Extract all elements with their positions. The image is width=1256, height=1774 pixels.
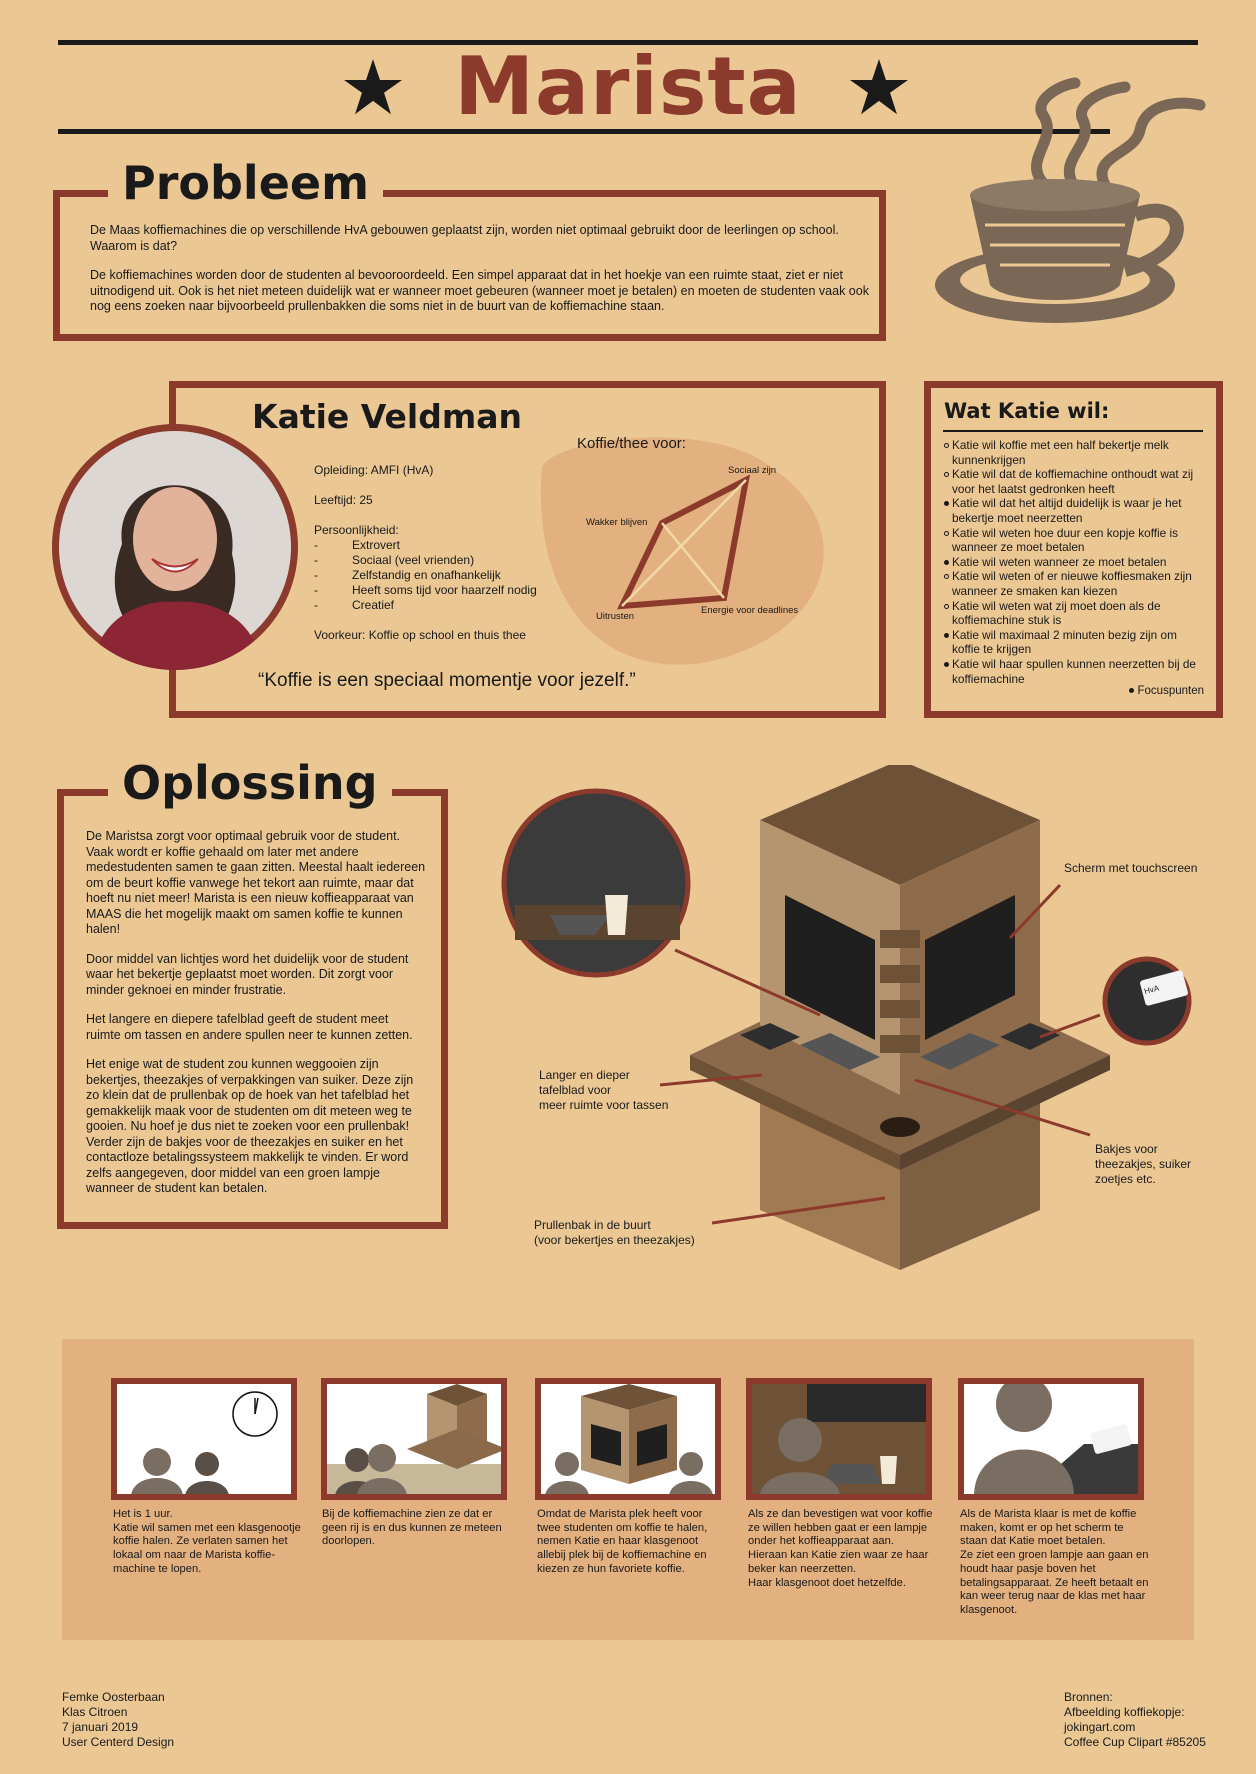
persona-trait: - Zelfstandig en onafhankelijk [314, 568, 501, 582]
chart-title: Koffie/thee voor: [577, 435, 686, 452]
probleem-paragraph-2: De koffiemachines worden door de student… [90, 268, 869, 313]
probleem-heading: Probleem [108, 160, 384, 206]
wants-rule [943, 430, 1203, 432]
focus-bullet-icon [1128, 688, 1134, 694]
avatar [52, 424, 298, 670]
persona-leeftijd: Leeftijd: 25 [314, 493, 373, 507]
focus-bullet-icon [944, 559, 949, 565]
coffee-purpose-diagram [540, 437, 824, 665]
coffee-cup-illustration [935, 77, 1206, 323]
probleem-text: De Maas koffiemachines die op verschille… [90, 223, 870, 329]
wants-box [924, 381, 1223, 718]
wants-item: Katie wil weten wat zij moet doen als de… [944, 599, 1206, 628]
focus-bullet-icon [944, 661, 949, 667]
callout-prullenbak: Prullenbak in de buurt (voor bekertjes en… [534, 1218, 695, 1247]
chart-label-energie: Energie voor deadlines [701, 605, 799, 616]
wants-item: Katie wil koffie met een half bekertje m… [944, 438, 1206, 467]
persona-opleiding: Opleiding: AMFI (HvA) [314, 463, 434, 477]
bullet-icon [944, 574, 949, 580]
chart-label-sociaal: Sociaal zijn [728, 465, 777, 476]
persona-voorkeur: Voorkeur: Koffie op school en thuis thee [314, 628, 526, 642]
wants-item: Katie wil weten wanneer ze moet betalen [944, 555, 1206, 570]
oplossing-heading: Oplossing [108, 760, 392, 806]
oplossing-paragraph: Het enige wat de student zou kunnen wegg… [86, 1057, 414, 1195]
card-label: HvA [1143, 983, 1161, 996]
wants-list: Katie wil koffie met een half bekertje m… [944, 438, 1206, 686]
oplossing-text: De Maristsa zorgt voor optimaal gebruik … [86, 829, 426, 1211]
footer-sources: Bronnen: Afbeelding koffiekopje: jokingar… [1064, 1690, 1206, 1749]
wants-item: Katie wil weten of er nieuwe koffiesmake… [944, 569, 1206, 598]
wants-item: Katie wil haar spullen kunnen neerzetten… [944, 657, 1206, 686]
callout-bakjes: Bakjes voor theezakjes, suiker zoetjes etc… [1095, 1142, 1192, 1186]
storyboard-frame-3 [535, 1378, 721, 1500]
oplossing-paragraph: Door middel van lichtjes word het duidel… [86, 951, 409, 997]
marista-machine-illustration: HvA [501, 765, 1192, 1270]
storyboard-caption-1: Het is 1 uur. Katie wil samen met een kla… [113, 1508, 301, 1575]
persona-trait: - Creatief [314, 598, 395, 612]
focus-bullet-icon [944, 501, 949, 507]
probleem-box [53, 190, 886, 341]
bullet-icon [944, 530, 949, 536]
storyboard-caption-4: Als ze dan bevestigen wat voor koffie ze… [748, 1508, 933, 1589]
oplossing-paragraph: De Maristsa zorgt voor optimaal gebruik … [86, 829, 426, 936]
persona-trait: - Sociaal (veel vrienden) [314, 553, 475, 567]
wants-item: Katie wil maximaal 2 minuten bezig zijn … [944, 628, 1206, 657]
wants-heading: Wat Katie wil: [944, 399, 1110, 423]
persona-details: Opleiding: AMFI (HvA) Leeftijd: 25 Perso… [314, 463, 574, 643]
persona-name: Katie Veldman [252, 397, 522, 436]
callout-scherm: Scherm met touchscreen [1064, 861, 1198, 875]
probleem-paragraph-1: De Maas koffiemachines die op verschille… [90, 223, 839, 253]
callout-tafelblad: Langer en dieper tafelblad voor meer ruimt… [539, 1068, 669, 1112]
wants-item: Katie wil weten hoe duur een kopje koffi… [944, 526, 1206, 555]
bottom-rule [58, 129, 1110, 134]
chart-label-wakker: Wakker blijven [586, 517, 648, 528]
storyboard-frame-5 [958, 1378, 1144, 1500]
bullet-icon [944, 472, 949, 478]
persona-trait: - Extrovert [314, 538, 401, 552]
storyboard-frame-4 [746, 1378, 932, 1500]
persona-personality-label: Persoonlijkheid: [314, 523, 399, 537]
storyboard-frame-2 [321, 1378, 507, 1500]
star-icon-left [344, 59, 402, 115]
oplossing-paragraph: Het langere en diepere tafelblad geeft d… [86, 1012, 413, 1042]
wants-item: Katie wil dat de koffiemachine onthoudt … [944, 467, 1206, 496]
storyboard-caption-2: Bij de koffiemachine zien ze dat er geen… [322, 1508, 502, 1548]
persona-trait: - Heeft soms tijd voor haarzelf nodig [314, 583, 537, 597]
storyboard-caption-5: Als de Marista klaar is met de koffie ma… [960, 1508, 1149, 1616]
page-title: Marista [454, 40, 802, 133]
storyboard-frame-1 [111, 1378, 297, 1500]
bullet-icon [944, 443, 949, 448]
footer-credits: Femke Oosterbaan Klas Citroen 7 januari 2… [62, 1690, 175, 1749]
wants-legend: Focuspunten [1128, 685, 1204, 697]
bullet-icon [944, 603, 949, 609]
storyboard-caption-3: Omdat de Marista plek heeft voor twee st… [537, 1508, 708, 1575]
wants-item: Katie wil dat het altijd duidelijk is wa… [944, 496, 1206, 525]
chart-label-uitrusten: Uitrusten [596, 611, 635, 622]
focus-bullet-icon [944, 632, 949, 638]
persona-quote: “Koffie is een speciaal momentje voor je… [258, 670, 636, 691]
top-rule [58, 40, 1198, 45]
star-icon-right [850, 59, 908, 115]
